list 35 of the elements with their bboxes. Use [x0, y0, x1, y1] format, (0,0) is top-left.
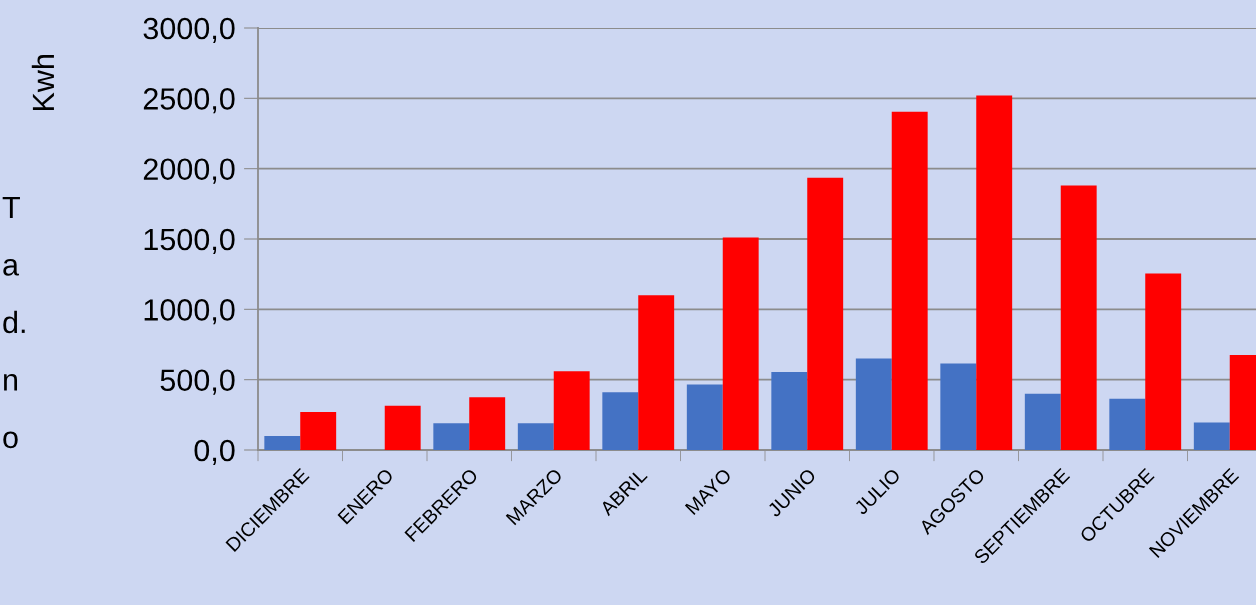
- bar: [1024, 393, 1061, 450]
- bar: [638, 295, 675, 450]
- y-tick-label: 0,0: [194, 439, 235, 465]
- text: T: [2, 196, 20, 218]
- bar: [517, 423, 554, 450]
- y-tick-label: 2000,0: [143, 158, 235, 184]
- bar: [264, 435, 301, 450]
- bar: [940, 363, 977, 450]
- y-tick-label: 1500,0: [144, 228, 235, 254]
- y-tick-label: 3000,0: [143, 17, 235, 43]
- bar: [553, 371, 590, 450]
- bar: [976, 95, 1013, 450]
- bar: [384, 405, 421, 450]
- bar: [686, 384, 723, 450]
- bar: [722, 237, 759, 450]
- text: n: [4, 373, 18, 391]
- y-tick-label: 1000,0: [144, 299, 235, 325]
- bar: [855, 358, 892, 450]
- text: o: [3, 431, 18, 449]
- bar: [807, 177, 844, 450]
- bar: [891, 111, 928, 450]
- bar: [1193, 422, 1230, 450]
- bar: [433, 423, 470, 450]
- bar: [771, 371, 808, 450]
- y-tick-label: 500,0: [160, 369, 235, 395]
- text: d.: [3, 310, 25, 334]
- bar: [1145, 273, 1182, 450]
- y-tick-label: 2500,0: [143, 88, 235, 114]
- text: a: [3, 258, 19, 276]
- bar: [1109, 398, 1146, 450]
- bar: [469, 397, 506, 450]
- y-axis-title: Kwh: [31, 55, 54, 111]
- bar: [300, 412, 337, 450]
- bar: [602, 392, 639, 450]
- bar: [1060, 185, 1097, 450]
